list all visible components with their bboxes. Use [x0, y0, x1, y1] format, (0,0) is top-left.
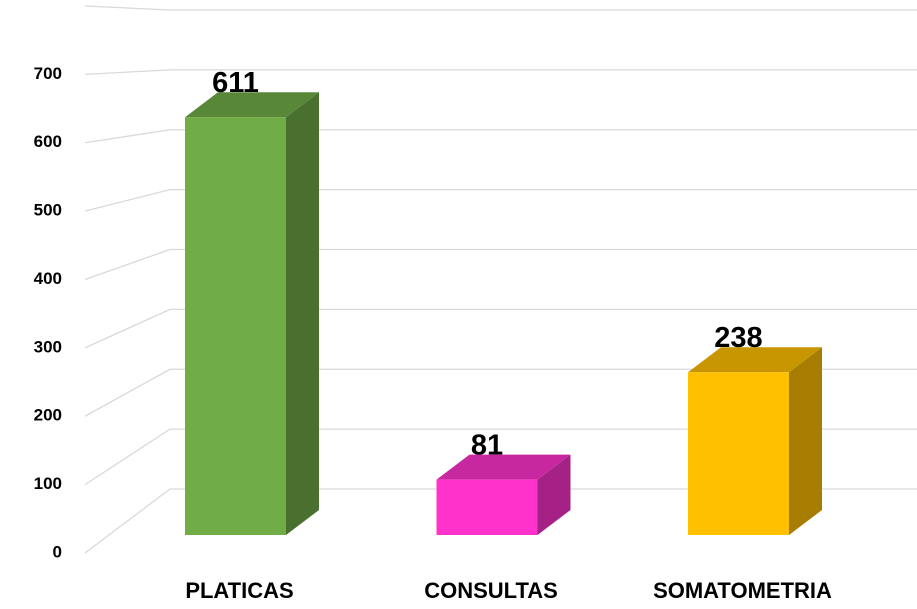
y-tick-label: 0	[53, 542, 62, 561]
grid-line	[84, 5, 171, 11]
grid-line	[84, 368, 171, 417]
y-tick-label: 500	[34, 201, 62, 220]
grid-line	[84, 488, 171, 554]
grid-line	[84, 188, 171, 212]
bar-side	[286, 92, 319, 535]
bar-top	[185, 92, 319, 118]
grid-line	[84, 428, 171, 486]
value-label: 611	[212, 67, 259, 99]
bar-side	[789, 347, 822, 535]
bar	[688, 372, 789, 535]
x-tick-label: SOMATOMETRIA	[653, 578, 832, 603]
bar	[185, 117, 286, 535]
bar-side	[537, 454, 571, 535]
y-tick-label: 700	[34, 64, 62, 83]
grid-line	[84, 129, 171, 144]
value-label: 81	[471, 429, 503, 461]
y-tick-label: 100	[34, 474, 62, 493]
y-tick-label: 200	[34, 406, 62, 425]
value-label: 238	[714, 322, 762, 354]
grid-line	[84, 248, 171, 281]
grid-line	[84, 69, 171, 76]
y-tick-label: 300	[34, 337, 62, 356]
y-tick-label: 400	[34, 269, 62, 288]
x-tick-label: PLATICAS	[185, 578, 293, 603]
bar-top	[436, 454, 571, 480]
y-tick-label: 600	[34, 132, 62, 151]
grid-line	[84, 308, 171, 349]
bar-top	[688, 347, 822, 373]
x-tick-label: CONSULTAS	[424, 578, 558, 603]
bar	[436, 479, 538, 535]
